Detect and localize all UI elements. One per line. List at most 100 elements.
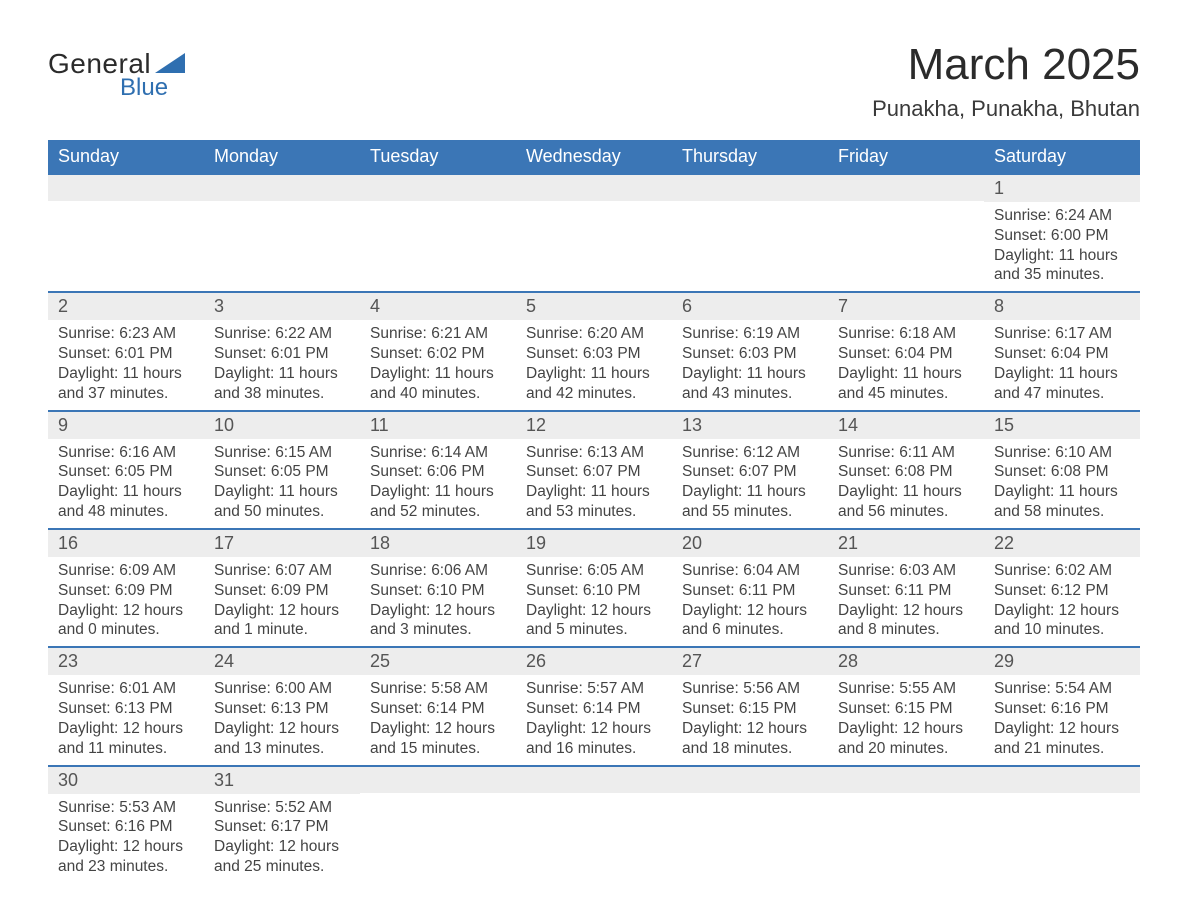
calendar-cell: 12Sunrise: 6:13 AMSunset: 6:07 PMDayligh… [516, 411, 672, 529]
daylight-line: Daylight: 11 hours and 45 minutes. [838, 364, 974, 404]
day-number: 17 [204, 530, 360, 557]
sunset-line: Sunset: 6:01 PM [58, 344, 194, 364]
calendar-cell-empty [672, 174, 828, 292]
day-body: Sunrise: 6:11 AMSunset: 6:08 PMDaylight:… [828, 439, 984, 528]
day-number: 29 [984, 648, 1140, 675]
title-block: March 2025 Punakha, Punakha, Bhutan [872, 40, 1140, 122]
sunrise-line: Sunrise: 5:52 AM [214, 798, 350, 818]
day-body: Sunrise: 5:53 AMSunset: 6:16 PMDaylight:… [48, 794, 204, 883]
sunset-line: Sunset: 6:09 PM [58, 581, 194, 601]
day-body: Sunrise: 6:09 AMSunset: 6:09 PMDaylight:… [48, 557, 204, 646]
calendar-cell-empty [516, 174, 672, 292]
calendar-cell: 15Sunrise: 6:10 AMSunset: 6:08 PMDayligh… [984, 411, 1140, 529]
sunset-line: Sunset: 6:03 PM [682, 344, 818, 364]
day-number: 9 [48, 412, 204, 439]
sunset-line: Sunset: 6:06 PM [370, 462, 506, 482]
day-number: 13 [672, 412, 828, 439]
sunrise-line: Sunrise: 6:21 AM [370, 324, 506, 344]
sunrise-line: Sunrise: 6:07 AM [214, 561, 350, 581]
calendar-row: 2Sunrise: 6:23 AMSunset: 6:01 PMDaylight… [48, 292, 1140, 410]
calendar-cell-empty [516, 766, 672, 883]
weekday-header: Wednesday [516, 140, 672, 174]
sunset-line: Sunset: 6:11 PM [838, 581, 974, 601]
sunrise-line: Sunrise: 6:22 AM [214, 324, 350, 344]
day-body: Sunrise: 6:21 AMSunset: 6:02 PMDaylight:… [360, 320, 516, 409]
day-body: Sunrise: 6:00 AMSunset: 6:13 PMDaylight:… [204, 675, 360, 764]
daylight-line: Daylight: 11 hours and 50 minutes. [214, 482, 350, 522]
day-number: 24 [204, 648, 360, 675]
daylight-line: Daylight: 12 hours and 1 minute. [214, 601, 350, 641]
calendar-cell: 8Sunrise: 6:17 AMSunset: 6:04 PMDaylight… [984, 292, 1140, 410]
day-number: 19 [516, 530, 672, 557]
day-body: Sunrise: 6:10 AMSunset: 6:08 PMDaylight:… [984, 439, 1140, 528]
daylight-line: Daylight: 11 hours and 43 minutes. [682, 364, 818, 404]
calendar-cell: 21Sunrise: 6:03 AMSunset: 6:11 PMDayligh… [828, 529, 984, 647]
day-body: Sunrise: 6:06 AMSunset: 6:10 PMDaylight:… [360, 557, 516, 646]
daylight-line: Daylight: 11 hours and 53 minutes. [526, 482, 662, 522]
calendar-cell: 1Sunrise: 6:24 AMSunset: 6:00 PMDaylight… [984, 174, 1140, 292]
sunset-line: Sunset: 6:04 PM [838, 344, 974, 364]
day-number: 2 [48, 293, 204, 320]
day-body: Sunrise: 6:01 AMSunset: 6:13 PMDaylight:… [48, 675, 204, 764]
sunset-line: Sunset: 6:08 PM [994, 462, 1130, 482]
sunset-line: Sunset: 6:05 PM [214, 462, 350, 482]
sunset-line: Sunset: 6:07 PM [682, 462, 818, 482]
day-number: 15 [984, 412, 1140, 439]
daylight-line: Daylight: 11 hours and 40 minutes. [370, 364, 506, 404]
day-body: Sunrise: 6:04 AMSunset: 6:11 PMDaylight:… [672, 557, 828, 646]
weekday-header: Sunday [48, 140, 204, 174]
sunrise-line: Sunrise: 6:20 AM [526, 324, 662, 344]
day-body: Sunrise: 6:18 AMSunset: 6:04 PMDaylight:… [828, 320, 984, 409]
day-number: 8 [984, 293, 1140, 320]
location: Punakha, Punakha, Bhutan [872, 96, 1140, 122]
sunset-line: Sunset: 6:15 PM [838, 699, 974, 719]
day-body: Sunrise: 6:15 AMSunset: 6:05 PMDaylight:… [204, 439, 360, 528]
sunrise-line: Sunrise: 6:14 AM [370, 443, 506, 463]
day-number: 23 [48, 648, 204, 675]
weekday-header: Thursday [672, 140, 828, 174]
sunrise-line: Sunrise: 6:17 AM [994, 324, 1130, 344]
sunrise-line: Sunrise: 6:23 AM [58, 324, 194, 344]
calendar-cell: 7Sunrise: 6:18 AMSunset: 6:04 PMDaylight… [828, 292, 984, 410]
calendar-cell: 16Sunrise: 6:09 AMSunset: 6:09 PMDayligh… [48, 529, 204, 647]
calendar-row: 9Sunrise: 6:16 AMSunset: 6:05 PMDaylight… [48, 411, 1140, 529]
sunrise-line: Sunrise: 5:55 AM [838, 679, 974, 699]
daylight-line: Daylight: 12 hours and 10 minutes. [994, 601, 1130, 641]
calendar-cell: 20Sunrise: 6:04 AMSunset: 6:11 PMDayligh… [672, 529, 828, 647]
calendar-cell: 30Sunrise: 5:53 AMSunset: 6:16 PMDayligh… [48, 766, 204, 883]
daylight-line: Daylight: 11 hours and 35 minutes. [994, 246, 1130, 286]
day-body: Sunrise: 5:55 AMSunset: 6:15 PMDaylight:… [828, 675, 984, 764]
calendar-cell: 17Sunrise: 6:07 AMSunset: 6:09 PMDayligh… [204, 529, 360, 647]
calendar-cell: 31Sunrise: 5:52 AMSunset: 6:17 PMDayligh… [204, 766, 360, 883]
calendar-head: SundayMondayTuesdayWednesdayThursdayFrid… [48, 140, 1140, 174]
sunset-line: Sunset: 6:14 PM [370, 699, 506, 719]
sunrise-line: Sunrise: 6:09 AM [58, 561, 194, 581]
sunrise-line: Sunrise: 6:19 AM [682, 324, 818, 344]
calendar-cell: 19Sunrise: 6:05 AMSunset: 6:10 PMDayligh… [516, 529, 672, 647]
sunset-line: Sunset: 6:13 PM [214, 699, 350, 719]
sunrise-line: Sunrise: 6:05 AM [526, 561, 662, 581]
sunrise-line: Sunrise: 6:13 AM [526, 443, 662, 463]
calendar-cell: 10Sunrise: 6:15 AMSunset: 6:05 PMDayligh… [204, 411, 360, 529]
sunrise-line: Sunrise: 5:57 AM [526, 679, 662, 699]
sunset-line: Sunset: 6:16 PM [58, 817, 194, 837]
day-body: Sunrise: 6:23 AMSunset: 6:01 PMDaylight:… [48, 320, 204, 409]
sunset-line: Sunset: 6:12 PM [994, 581, 1130, 601]
calendar-cell: 13Sunrise: 6:12 AMSunset: 6:07 PMDayligh… [672, 411, 828, 529]
calendar-row: 16Sunrise: 6:09 AMSunset: 6:09 PMDayligh… [48, 529, 1140, 647]
day-body: Sunrise: 6:07 AMSunset: 6:09 PMDaylight:… [204, 557, 360, 646]
sunrise-line: Sunrise: 6:04 AM [682, 561, 818, 581]
day-body: Sunrise: 6:14 AMSunset: 6:06 PMDaylight:… [360, 439, 516, 528]
calendar-cell: 27Sunrise: 5:56 AMSunset: 6:15 PMDayligh… [672, 647, 828, 765]
daylight-line: Daylight: 11 hours and 37 minutes. [58, 364, 194, 404]
sunset-line: Sunset: 6:17 PM [214, 817, 350, 837]
day-body: Sunrise: 6:19 AMSunset: 6:03 PMDaylight:… [672, 320, 828, 409]
sunrise-line: Sunrise: 6:16 AM [58, 443, 194, 463]
day-number: 25 [360, 648, 516, 675]
calendar-cell: 6Sunrise: 6:19 AMSunset: 6:03 PMDaylight… [672, 292, 828, 410]
calendar-cell: 23Sunrise: 6:01 AMSunset: 6:13 PMDayligh… [48, 647, 204, 765]
day-number: 22 [984, 530, 1140, 557]
day-number: 16 [48, 530, 204, 557]
daylight-line: Daylight: 11 hours and 55 minutes. [682, 482, 818, 522]
calendar-cell: 11Sunrise: 6:14 AMSunset: 6:06 PMDayligh… [360, 411, 516, 529]
